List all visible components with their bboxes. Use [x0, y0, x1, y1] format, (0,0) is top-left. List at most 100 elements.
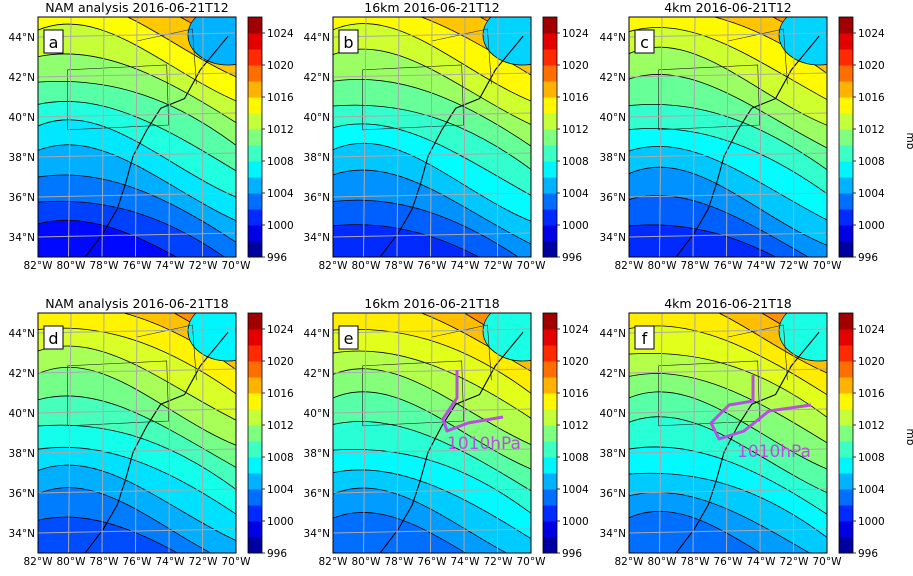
- panel-letter-box: [43, 29, 64, 54]
- contour-1010hpa: [441, 370, 504, 433]
- colorbar-tick-label: 1008: [858, 156, 885, 168]
- gridline: [101, 313, 105, 553]
- lat-tick-label: 38°N: [304, 152, 330, 164]
- lat-tick-label: 42°N: [600, 72, 626, 84]
- colorbar-segment: [248, 145, 262, 162]
- colorbar-segment: [839, 17, 853, 34]
- lon-tick-label: 72°W: [780, 556, 810, 568]
- pressure-band: [778, 313, 827, 362]
- lat-tick-label: 34°N: [9, 232, 35, 244]
- colorbar: 996 1000 1004 1008 1012 1016 1020 1024: [247, 16, 294, 264]
- contour-1010hpa: [709, 375, 812, 441]
- colorbar-segment: [248, 129, 262, 146]
- lat-tick-label: 36°N: [304, 488, 330, 500]
- gridline: [68, 17, 72, 257]
- gridline: [759, 313, 762, 553]
- colorbar-segment: [543, 473, 557, 490]
- coastline: [379, 35, 524, 257]
- gridline: [659, 17, 663, 257]
- lat-tick-label: 40°N: [600, 112, 626, 124]
- lat-tick-label: 34°N: [600, 232, 626, 244]
- gridline: [692, 17, 696, 257]
- pressure-field: [38, 17, 236, 257]
- colorbar-segment: [839, 393, 853, 410]
- colorbar-segment: [543, 505, 557, 522]
- colorbar-tick-label: 1004: [562, 188, 589, 200]
- colorbar-segment: [839, 441, 853, 458]
- lat-tick-label: 44°N: [304, 328, 330, 340]
- gridline: [68, 313, 72, 553]
- lon-tick-label: 70°W: [222, 260, 252, 272]
- colorbar-segment: [839, 81, 853, 98]
- gridline: [629, 192, 827, 198]
- colorbar-segment: [248, 393, 262, 410]
- pressure-band: [333, 512, 467, 553]
- colorbar-frame: [247, 312, 263, 554]
- lon-tick-label: 72°W: [484, 260, 514, 272]
- colorbar-tick-label: 1004: [858, 188, 885, 200]
- colorbar-segment: [248, 489, 262, 506]
- panel-letter-box: [634, 325, 655, 350]
- colorbar-frame: [247, 16, 263, 258]
- gridline: [38, 32, 236, 38]
- colorbar-tick-label: 1020: [562, 60, 589, 72]
- lon-tick-label: 74°W: [747, 260, 777, 272]
- lat-tick-label: 44°N: [600, 328, 626, 340]
- gridline: [168, 313, 171, 553]
- colorbar-tick-label: 1016: [562, 92, 589, 104]
- colorbar-segment: [839, 537, 853, 554]
- lat-tick-label: 42°N: [304, 368, 330, 380]
- lon-tick-label: 76°W: [123, 260, 153, 272]
- colorbar-tick-label: 1012: [562, 124, 589, 136]
- lat-tick-label: 38°N: [9, 152, 35, 164]
- colorbar-segment: [248, 161, 262, 178]
- lon-tick-label: 74°W: [747, 556, 777, 568]
- colorbar-tick-label: 996: [858, 548, 878, 560]
- state-border: [136, 28, 197, 85]
- colorbar-tick-label: 1024: [858, 324, 885, 336]
- colorbar-tick-label: 1012: [562, 420, 589, 432]
- lon-tick-label: 74°W: [156, 260, 186, 272]
- gridline: [726, 17, 729, 257]
- colorbar-segment: [248, 225, 262, 242]
- panel-d: NAM analysis 2016-06-21T18 d 34°N 36°N 38°N 4…: [9, 296, 295, 568]
- panel-letter: a: [49, 33, 59, 52]
- colorbar-segment: [543, 193, 557, 210]
- colorbar-segment: [543, 17, 557, 34]
- lon-tick-label: 80°W: [352, 556, 382, 568]
- lon-tick-label: 80°W: [57, 260, 87, 272]
- gridline: [629, 528, 827, 534]
- colorbar-segment: [839, 409, 853, 426]
- colorbar-segment: [839, 313, 853, 330]
- gridline: [629, 368, 827, 374]
- map-frame: [628, 312, 828, 554]
- colorbar-tick-label: 996: [267, 548, 287, 560]
- state-border: [431, 324, 492, 381]
- colorbar-segment: [248, 241, 262, 258]
- colorbar-segment: [543, 521, 557, 538]
- colorbar-segment: [543, 345, 557, 362]
- lat-tick-label: 36°N: [304, 192, 330, 204]
- pressure-band: [778, 17, 827, 66]
- colorbar-unit-label: mb: [904, 429, 913, 446]
- lat-tick-label: 40°N: [9, 408, 35, 420]
- panel-letter-box: [338, 325, 359, 350]
- gridline: [629, 72, 827, 78]
- panel-letter-box: [338, 29, 359, 54]
- pressure-band: [38, 516, 179, 553]
- pressure-field: [629, 313, 827, 553]
- colorbar-segment: [248, 361, 262, 378]
- colorbar-segment: [248, 505, 262, 522]
- lat-tick-label: 40°N: [9, 112, 35, 124]
- gridline: [430, 17, 433, 257]
- gridline: [629, 32, 827, 38]
- lon-tick-label: 78°W: [681, 260, 711, 272]
- colorbar-segment: [543, 361, 557, 378]
- colorbar-segment: [248, 377, 262, 394]
- gridline: [629, 328, 827, 334]
- gridline: [363, 313, 367, 553]
- lat-tick-label: 44°N: [9, 328, 35, 340]
- colorbar: 996 1000 1004 1008 1012 1016 1020 1024 mb: [838, 312, 913, 560]
- lat-tick-label: 42°N: [9, 368, 35, 380]
- colorbar: 996 1000 1004 1008 1012 1016 1020 1024: [542, 16, 589, 264]
